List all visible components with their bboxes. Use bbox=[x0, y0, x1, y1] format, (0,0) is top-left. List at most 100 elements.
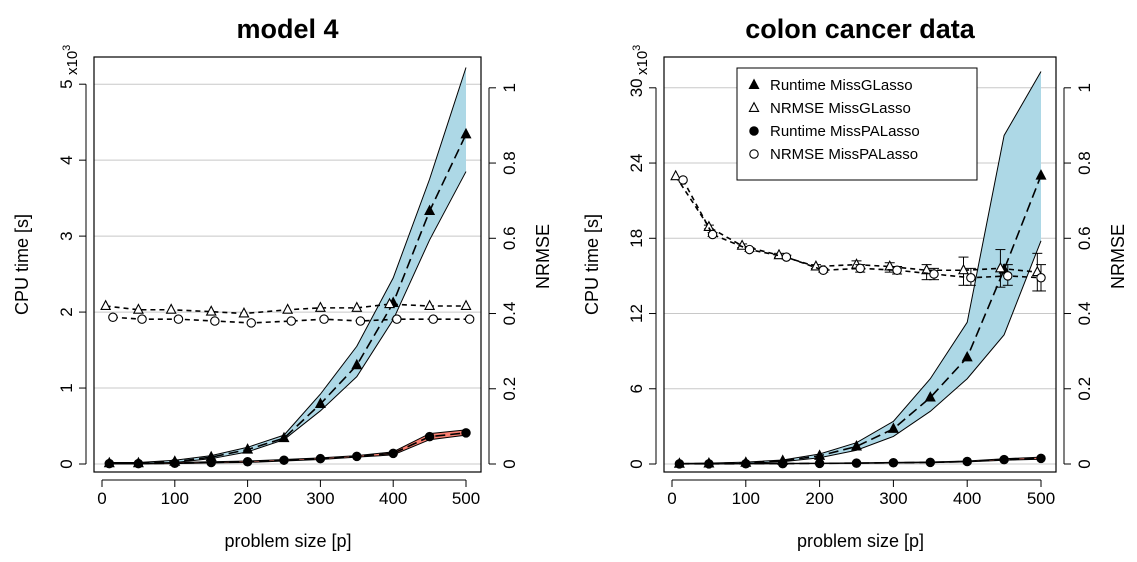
x-tick-label: 200 bbox=[233, 489, 261, 508]
marker-runtime-misspalasso bbox=[206, 457, 216, 468]
y-tick-label-left: 24 bbox=[627, 154, 646, 173]
marker-runtime-missglasso bbox=[1035, 169, 1047, 180]
marker-runtime-misspalasso bbox=[1036, 453, 1046, 464]
legend-label: Runtime MissPALasso bbox=[770, 123, 920, 140]
marker-nrmse-misspalasso bbox=[319, 314, 329, 324]
chart-panel-model-4: 0 100 200 300 400 500 problem size [p] 0 1 2 3 4 5 CP… bbox=[12, 14, 553, 551]
y-tick-label-left: 12 bbox=[627, 304, 646, 323]
legend-label: NRMSE MissGLasso bbox=[770, 100, 911, 117]
marker-nrmse-missglasso bbox=[703, 220, 715, 231]
marker-nrmse-missglasso bbox=[460, 299, 472, 311]
y-axis-label-right: NRMSE bbox=[1108, 224, 1128, 289]
marker-runtime-misspalasso bbox=[704, 459, 714, 469]
marker-runtime-missglasso bbox=[850, 439, 863, 451]
y-tick-label-right: 0.4 bbox=[1075, 302, 1094, 326]
y-tick-label-right: 0.2 bbox=[500, 377, 519, 401]
marker-runtime-misspalasso bbox=[461, 428, 471, 438]
multiplier-base: x10 bbox=[634, 51, 651, 75]
marker-runtime-misspalasso bbox=[888, 457, 899, 468]
multiplier-exponent: 3 bbox=[61, 45, 73, 51]
marker-nrmse-misspalasso bbox=[428, 314, 438, 324]
x-tick-label: 200 bbox=[805, 489, 833, 508]
y-tick-label-left: 1 bbox=[57, 383, 76, 392]
y-tick-label-right: 1 bbox=[500, 83, 519, 92]
marker-runtime-misspalasso bbox=[424, 431, 435, 442]
marker-nrmse-misspalasso bbox=[678, 175, 688, 185]
marker-runtime-missglasso bbox=[961, 350, 973, 362]
marker-nrmse-misspalasso bbox=[173, 314, 184, 324]
legend-marker bbox=[749, 149, 759, 159]
legend-item-runtime-missglasso: Runtime MissGLasso bbox=[748, 77, 913, 94]
y-tick-label-left: 18 bbox=[627, 229, 646, 248]
marker-runtime-misspalasso bbox=[777, 458, 788, 469]
marker-nrmse-misspalasso bbox=[286, 316, 297, 326]
marker-nrmse-missglasso bbox=[100, 299, 112, 311]
x-tick-label: 0 bbox=[97, 489, 106, 508]
marker-nrmse-misspalasso bbox=[464, 314, 475, 324]
chart-title: colon cancer data bbox=[745, 14, 976, 44]
marker-runtime-missglasso bbox=[460, 127, 472, 139]
multiplier-exponent: 3 bbox=[631, 45, 643, 51]
marker-nrmse-missglasso bbox=[132, 303, 144, 314]
y-tick-label-left: 6 bbox=[627, 384, 646, 393]
marker-nrmse-missglasso bbox=[384, 297, 396, 309]
y-tick-label-right: 0.2 bbox=[1075, 377, 1094, 401]
y-tick-label-right: 0.6 bbox=[500, 226, 519, 250]
marker-nrmse-missglasso bbox=[238, 307, 250, 318]
plot-frame bbox=[93, 56, 482, 473]
x-tick-label: 300 bbox=[306, 489, 334, 508]
band-lower-runtime-missglasso bbox=[109, 171, 467, 465]
marker-nrmse-misspalasso bbox=[707, 229, 718, 240]
legend-label: NRMSE MissPALasso bbox=[770, 146, 918, 163]
multiplier-base: x10 bbox=[64, 51, 81, 75]
marker-runtime-misspalasso bbox=[962, 456, 972, 467]
y-tick-label-left: 5 bbox=[57, 79, 76, 88]
marker-nrmse-missglasso bbox=[994, 261, 1006, 273]
y-tick-label-right: 0 bbox=[500, 459, 519, 468]
marker-runtime-missglasso bbox=[887, 422, 899, 433]
x-tick-label: 0 bbox=[667, 489, 676, 508]
x-tick-label: 500 bbox=[452, 489, 480, 508]
marker-runtime-misspalasso bbox=[814, 458, 825, 469]
x-tick-label: 300 bbox=[879, 489, 907, 508]
x-tick-label: 100 bbox=[732, 489, 760, 508]
marker-nrmse-misspalasso bbox=[818, 265, 829, 276]
marker-nrmse-misspalasso bbox=[855, 263, 865, 274]
y-tick-label-right: 0.4 bbox=[500, 302, 519, 326]
x-tick-label: 100 bbox=[161, 489, 189, 508]
marker-nrmse-misspalasso bbox=[929, 269, 939, 279]
legend-marker bbox=[748, 101, 760, 112]
marker-nrmse-missglasso bbox=[773, 248, 785, 260]
legend-marker bbox=[749, 126, 759, 136]
marker-runtime-missglasso bbox=[351, 358, 363, 370]
chart-title: model 4 bbox=[236, 14, 338, 44]
legend-marker bbox=[748, 78, 760, 89]
marker-runtime-misspalasso bbox=[388, 448, 398, 459]
marker-runtime-misspalasso bbox=[741, 458, 751, 469]
marker-runtime-misspalasso bbox=[242, 456, 253, 467]
marker-runtime-missglasso bbox=[424, 204, 436, 216]
y-tick-label-right: 0.8 bbox=[1075, 151, 1094, 175]
marker-nrmse-misspalasso bbox=[108, 312, 118, 323]
y-tick-label-right: 1 bbox=[1075, 83, 1094, 92]
marker-nrmse-missglasso bbox=[282, 303, 294, 314]
marker-runtime-missglasso bbox=[242, 443, 254, 454]
legend-item-nrmse-misspalasso: NRMSE MissPALasso bbox=[749, 146, 918, 163]
marker-runtime-missglasso bbox=[314, 397, 326, 408]
marker-nrmse-missglasso bbox=[957, 263, 970, 275]
marker-nrmse-missglasso bbox=[424, 299, 436, 311]
y-multiplier-label: x103 bbox=[61, 45, 81, 75]
legend-item-nrmse-missglasso: NRMSE MissGLasso bbox=[748, 100, 911, 117]
y-tick-label-right: 0.6 bbox=[1075, 226, 1094, 250]
marker-runtime-misspalasso bbox=[279, 455, 289, 465]
marker-nrmse-missglasso bbox=[205, 305, 217, 316]
y-tick-label-left: 0 bbox=[627, 459, 646, 468]
marker-nrmse-missglasso bbox=[314, 301, 326, 312]
marker-nrmse-misspalasso bbox=[781, 252, 792, 262]
legend-box bbox=[736, 67, 978, 181]
plot-frame bbox=[663, 56, 1057, 473]
x-tick-label: 500 bbox=[1027, 489, 1055, 508]
y-tick-label-left: 2 bbox=[57, 307, 76, 316]
